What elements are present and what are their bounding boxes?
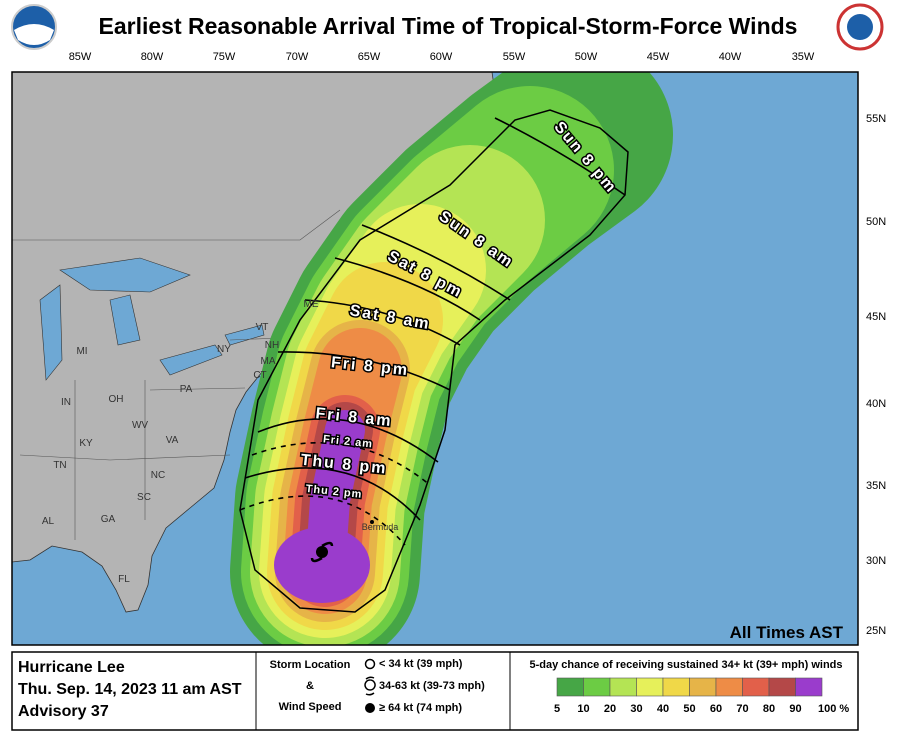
storm-center (310, 541, 334, 563)
legend-tick: 40 (657, 703, 669, 715)
noaa-logo (11, 4, 57, 50)
legend-swatch (689, 677, 717, 697)
place-label: WV (132, 420, 148, 431)
place-label: ME (304, 299, 319, 310)
symbol-label: 34-63 kt (39-73 mph) (379, 680, 485, 692)
place-label: PA (180, 384, 193, 395)
bermuda-dot (370, 520, 374, 524)
lon-label: 70W (286, 51, 309, 63)
advisory-number: Advisory 37 (18, 703, 109, 720)
probability-swath (230, 72, 673, 645)
lon-label: 65W (358, 51, 381, 63)
note: All Times AST (730, 623, 844, 642)
place-label: SC (137, 492, 151, 503)
lon-label: 45W (647, 51, 670, 63)
lon-label: 55W (503, 51, 526, 63)
legend-tick: 50 (683, 703, 695, 715)
legend-title: 5-day chance of receiving sustained 34+ … (530, 659, 843, 671)
wind-speed: Wind Speed (279, 701, 342, 713)
lat-label: 50N (866, 216, 886, 228)
place-label: Bermuda (362, 522, 399, 532)
place-label: FL (118, 574, 130, 585)
legend-tick: 10 (577, 703, 589, 715)
place-label: IN (61, 397, 71, 408)
legend-swatch (795, 677, 823, 697)
legend-swatch (583, 677, 611, 697)
map (12, 72, 858, 645)
lon-label: 40W (719, 51, 742, 63)
storm-location: Storm Location (270, 659, 351, 671)
map-frame (11, 71, 859, 646)
lon-label: 80W (141, 51, 164, 63)
legend-tick: 20 (604, 703, 616, 715)
symbol-label: ≥ 64 kt (74 mph) (379, 702, 462, 714)
legend-tick: 30 (630, 703, 642, 715)
place-label: MA (261, 356, 276, 367)
lon-label: 50W (575, 51, 598, 63)
symbol-label: < 34 kt (39 mph) (379, 658, 463, 670)
lon-label: 85W (69, 51, 92, 63)
place-label: NH (265, 340, 279, 351)
legend-swatch (662, 677, 690, 697)
legend-swatch (742, 677, 770, 697)
place-label: KY (79, 438, 93, 449)
place-label: CT (253, 370, 266, 381)
legend-tick: 90 (789, 703, 801, 715)
title: Earliest Reasonable Arrival Time of Trop… (99, 13, 798, 39)
swath-core (274, 527, 370, 603)
borders (12, 209, 341, 540)
place-label: VT (256, 322, 269, 333)
legend-swatch (636, 677, 664, 697)
lat-label: 55N (866, 113, 886, 125)
lon-label: 60W (430, 51, 453, 63)
place-label: NC (151, 470, 165, 481)
advisory-date: Thu. Sep. 14, 2023 11 am AST (18, 681, 242, 698)
place-label: GA (101, 514, 116, 525)
legend-tick: 80 (763, 703, 775, 715)
legend-swatch (768, 677, 796, 697)
place-label: TN (53, 460, 66, 471)
place-label: AL (42, 516, 55, 527)
lon-label: 35W (792, 51, 815, 63)
place-label: MI (76, 346, 87, 357)
amp: & (306, 680, 314, 692)
nws-logo (836, 3, 884, 51)
symbol-high (365, 703, 375, 713)
place-label: VA (166, 435, 179, 446)
lat-label: 25N (866, 625, 886, 637)
lat-label: 45N (866, 311, 886, 323)
legend-tick: 70 (736, 703, 748, 715)
legend-tick: 5 (554, 703, 560, 715)
legend-swatch (556, 677, 584, 697)
contours (239, 117, 626, 546)
lat-label: 40N (866, 398, 886, 410)
symbol-low (364, 658, 376, 670)
legend-tick: 100 % (818, 703, 849, 715)
legend-swatch (715, 677, 743, 697)
lon-label: 75W (213, 51, 236, 63)
legend-tick: 60 (710, 703, 722, 715)
storm-name: Hurricane Lee (18, 659, 125, 676)
place-label: OH (109, 394, 124, 405)
place-label: NY (217, 344, 231, 355)
symbol-mid (364, 676, 376, 696)
legend-swatch (609, 677, 637, 697)
lat-label: 35N (866, 480, 886, 492)
lat-label: 30N (866, 555, 886, 567)
